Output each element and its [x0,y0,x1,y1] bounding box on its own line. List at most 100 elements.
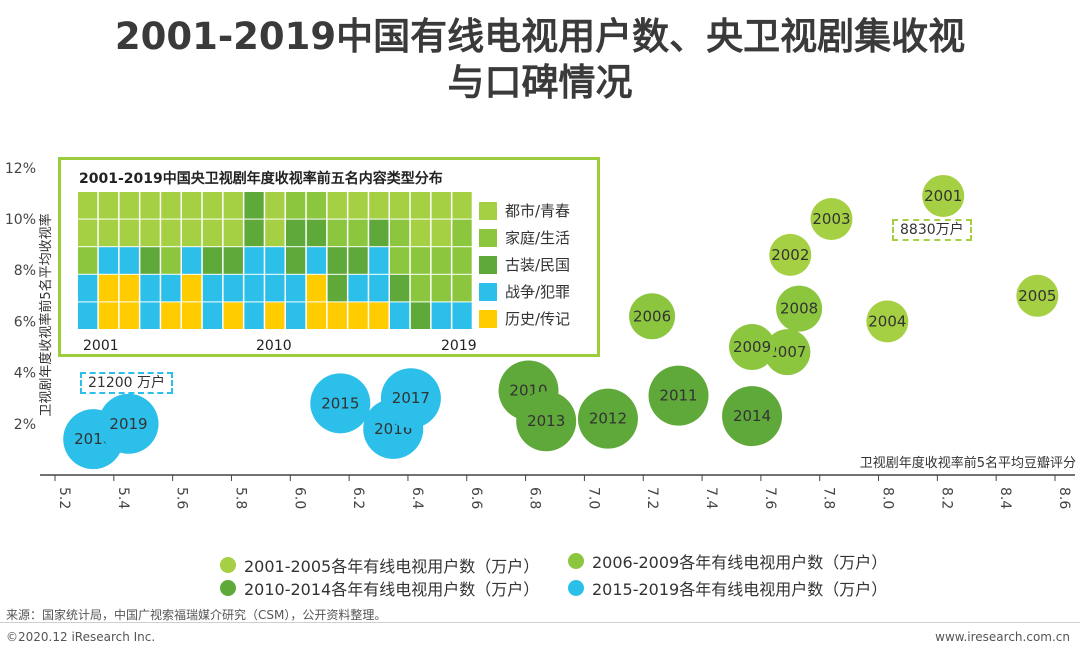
inset-legend-swatch [479,228,497,247]
x-tick-label: 8.0 [880,487,896,509]
inset-seg-2002-cat_war [98,247,119,274]
x-tick-label: 8.2 [938,487,954,509]
callout-8830: 8830万户 [892,219,972,241]
x-tick-label: 7.4 [703,487,719,509]
inset-seg-2018-cat_urban [431,219,451,247]
inset-seg-2018-cat_urban [431,192,451,219]
inset-seg-2019-cat_war [452,302,472,329]
x-tick-label: 7.0 [585,487,601,509]
inset-seg-2011-cat_war [286,274,306,302]
bubble-2004 [866,300,909,343]
inset-seg-2006-cat_history [182,274,202,302]
inset-seg-2006-cat_history [182,302,202,329]
inset-seg-2008-cat_history [223,302,243,329]
legend-label: 2001-2005各年有线电视用户数（万户） [244,557,540,576]
inset-seg-2016-cat_family [390,219,410,247]
inset-seg-2004-cat_war [140,274,160,302]
inset-legend-swatch [479,201,497,220]
bubble-2017 [380,368,441,429]
inset-seg-2010-cat_urban [265,192,285,219]
bubble-label-2005: 2005 [1018,287,1056,305]
legend-dot [568,580,584,596]
inset-seg-2009-cat_war [244,274,264,302]
x-tick-label: 8.6 [1056,487,1072,509]
inset-seg-2006-cat_war [182,247,202,274]
inset-legend-item: 历史/传记 [479,308,570,329]
inset-seg-2003-cat_urban [119,219,139,247]
inset-seg-2007-cat_war [202,274,223,302]
bubble-label-2019: 2019 [109,415,147,433]
inset-seg-2012-cat_family [306,192,327,219]
callout-21200: 21200 万户 [80,372,173,394]
inset-seg-2001-cat_family [78,247,98,274]
y-axis-title: 卫视剧年度收视率前5名平均收视率 [38,213,54,416]
inset-seg-2016-cat_costume [390,274,410,302]
inset-seg-2019-cat_family [452,247,472,274]
x-tick-label: 6.2 [350,487,366,509]
inset-seg-2016-cat_war [390,302,410,329]
legend-item-2001-2005: 2001-2005各年有线电视用户数（万户） [220,553,539,577]
inset-seg-2008-cat_urban [223,219,243,247]
inset-legend-label: 战争/犯罪 [505,283,571,301]
legend-label: 2010-2014各年有线电视用户数（万户） [244,580,540,599]
x-tick-label: 6.6 [468,487,484,509]
x-tick-label: 5.2 [56,487,72,509]
inset-legend-swatch [479,282,497,301]
inset-seg-2013-cat_family [327,219,347,247]
bubble-2014 [722,386,783,447]
inset-seg-2017-cat_urban [410,219,431,247]
legend-label: 2006-2009各年有线电视用户数（万户） [592,553,888,572]
bubble-label-2007: 2007 [768,343,806,361]
bubble-label-2001: 2001 [924,187,962,205]
inset-seg-2012-cat_war [306,247,327,274]
inset-seg-2013-cat_urban [327,192,347,219]
source-note: 来源：国家统计局，中国广视索福瑞媒介研究（CSM），公开资料整理。 [6,608,387,622]
bubble-label-2015: 2015 [321,394,359,412]
x-tick-label: 6.8 [527,487,543,509]
inset-seg-2015-cat_urban [369,192,389,219]
legend-item-2010-2014: 2010-2014各年有线电视用户数（万户） [220,576,539,600]
y-tick-label: 8% [14,263,36,279]
inset-legend-item: 都市/青春 [479,200,570,221]
inset-seg-2007-cat_war [202,302,223,329]
bubble-label-2002: 2002 [771,246,809,264]
inset-seg-2001-cat_war [78,274,98,302]
inset-seg-2003-cat_urban [119,192,139,219]
inset-seg-2010-cat_war [265,274,285,302]
inset-seg-2005-cat_family [161,247,181,274]
inset-seg-2004-cat_urban [140,219,160,247]
bubble-2015 [310,373,371,434]
inset-title: 2001-2019中国央卫视剧年度收视率前五名内容类型分布 [79,171,443,187]
site-url: www.iresearch.com.cn [935,630,1070,644]
bubble-2019 [98,393,159,454]
inset-seg-2005-cat_urban [161,192,181,219]
bubble-label-2013: 2013 [527,412,565,430]
inset-seg-2017-cat_costume [410,302,431,329]
inset-legend-swatch [479,309,497,328]
x-tick-label: 5.8 [232,487,248,509]
inset-seg-2009-cat_war [244,302,264,329]
bubble-label-2009: 2009 [733,338,771,356]
bubble-2002 [769,233,812,276]
bubble-2008 [776,285,823,332]
inset-seg-2002-cat_history [98,302,119,329]
inset-seg-2001-cat_urban [78,192,98,219]
inset-year-end: 2019 [441,338,477,354]
bubble-label-2004: 2004 [868,312,906,330]
inset-seg-2012-cat_history [306,274,327,302]
x-tick-label: 7.8 [821,487,837,509]
inset-seg-2003-cat_history [119,302,139,329]
inset-seg-2011-cat_costume [286,219,306,247]
bubble-2012 [577,388,638,449]
inset-legend-item: 古装/民国 [479,254,570,275]
bubble-2006 [629,293,676,340]
inset-seg-2016-cat_family [390,247,410,274]
legend-dot [220,557,236,573]
inset-seg-2006-cat_urban [182,192,202,219]
inset-seg-2007-cat_costume [202,247,223,274]
inset-chart: 2001-2019中国央卫视剧年度收视率前五名内容类型分布 都市/青春 家庭/生活… [58,157,600,357]
inset-seg-2017-cat_urban [410,192,431,219]
inset-seg-2002-cat_urban [98,192,119,219]
inset-seg-2014-cat_family [348,219,368,247]
inset-seg-2003-cat_history [119,274,139,302]
